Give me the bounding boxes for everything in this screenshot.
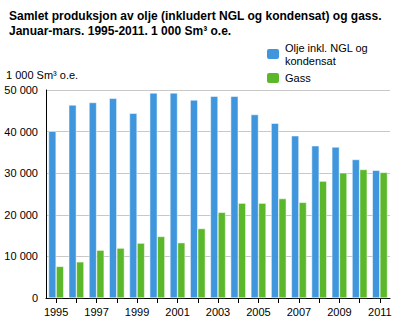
svg-text:2009: 2009 bbox=[327, 306, 351, 318]
svg-text:40 000: 40 000 bbox=[4, 126, 38, 138]
svg-text:1 000 Sm³ o.e.: 1 000 Sm³ o.e. bbox=[6, 69, 78, 81]
svg-text:0: 0 bbox=[32, 292, 38, 304]
svg-text:2005: 2005 bbox=[246, 306, 270, 318]
svg-text:1999: 1999 bbox=[125, 306, 149, 318]
svg-text:1995: 1995 bbox=[44, 306, 68, 318]
svg-text:50 000: 50 000 bbox=[4, 84, 38, 96]
svg-text:20 000: 20 000 bbox=[4, 209, 38, 221]
svg-text:2001: 2001 bbox=[165, 306, 189, 318]
svg-text:2003: 2003 bbox=[206, 306, 230, 318]
svg-text:1997: 1997 bbox=[84, 306, 108, 318]
svg-text:Olje inkl. NGL og: Olje inkl. NGL og bbox=[285, 42, 371, 54]
svg-text:kondensat: kondensat bbox=[285, 55, 336, 67]
svg-text:Samlet produksjon av olje (ink: Samlet produksjon av olje (inkludert NGL… bbox=[9, 9, 382, 23]
svg-text:2011: 2011 bbox=[368, 306, 392, 318]
svg-text:Januar-mars. 1995-2011. 1 000: Januar-mars. 1995-2011. 1 000 Sm³ o.e. bbox=[9, 24, 231, 38]
svg-text:10 000: 10 000 bbox=[4, 250, 38, 262]
svg-text:2007: 2007 bbox=[287, 306, 311, 318]
svg-text:Gass: Gass bbox=[285, 72, 311, 84]
svg-text:30 000: 30 000 bbox=[4, 167, 38, 179]
